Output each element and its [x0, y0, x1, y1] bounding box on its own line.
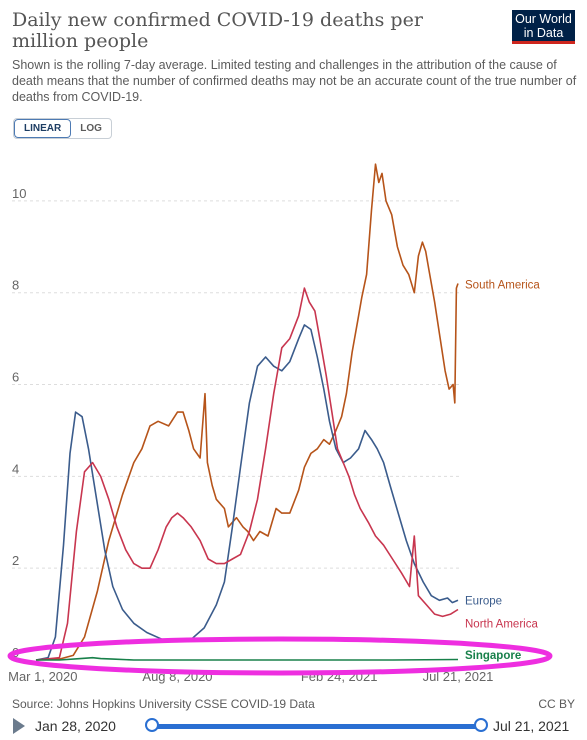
timeline-end-handle[interactable]: [474, 718, 488, 732]
series-label: Singapore: [465, 650, 521, 662]
x-tick-label: Mar 1, 2020: [8, 669, 77, 684]
logo-accent-bar: [512, 41, 575, 44]
y-tick-label: 2: [12, 553, 19, 568]
license-label[interactable]: CC BY: [538, 697, 575, 711]
series-label: North America: [465, 619, 538, 631]
series-label: Europe: [465, 595, 502, 607]
timeline-end-label: Jul 21, 2021: [493, 718, 570, 734]
series-line-south-america: [35, 163, 459, 661]
linear-scale-button[interactable]: LINEAR: [14, 119, 72, 138]
series-line-north-america: [35, 287, 459, 661]
timeline-start-handle[interactable]: [145, 718, 159, 732]
series-line-europe: [35, 324, 459, 661]
chart-subtitle: Shown is the rolling 7-day average. Limi…: [12, 58, 577, 104]
source-note[interactable]: Source: Johns Hopkins University CSSE CO…: [12, 697, 315, 711]
chart-title: Daily new confirmed COVID-19 deaths per …: [12, 9, 423, 52]
y-tick-label: 6: [12, 370, 19, 385]
timeline-slider[interactable]: Jan 28, 2020 Jul 21, 2021: [0, 714, 587, 740]
log-scale-button[interactable]: LOG: [80, 123, 102, 134]
y-tick-label: 4: [12, 461, 19, 476]
chart-series: [35, 163, 459, 661]
y-tick-label: 8: [12, 278, 19, 293]
logo-text-line2: in Data: [523, 26, 564, 40]
annotation-layer: [7, 636, 553, 676]
timeline-start-label: Jan 28, 2020: [35, 718, 116, 734]
series-label: South America: [465, 280, 540, 292]
play-icon[interactable]: [13, 718, 25, 734]
y-tick-label: 10: [12, 186, 26, 201]
highlight-ellipse: [7, 636, 553, 676]
logo-text-line1: Our World: [515, 12, 572, 26]
series-line-singapore: [36, 656, 459, 661]
scale-toggle[interactable]: LINEAR LOG: [13, 118, 112, 139]
owid-logo[interactable]: Our World in Data: [512, 10, 575, 44]
series-labels: South America Europe North America Singapor…: [465, 280, 540, 662]
timeline-track[interactable]: [152, 724, 482, 729]
x-tick-label: Jul 21, 2021: [423, 669, 494, 684]
